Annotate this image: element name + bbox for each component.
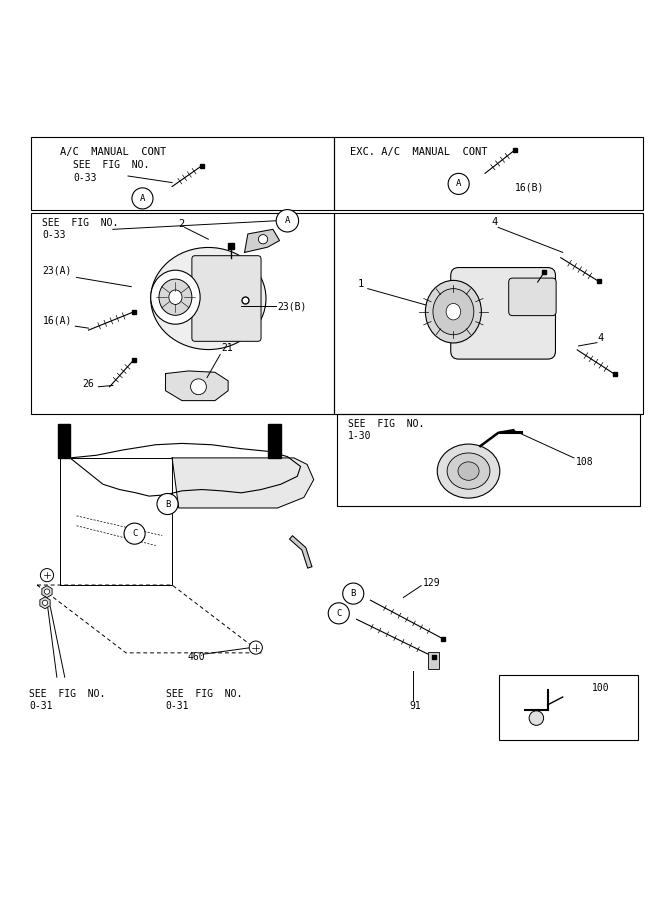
Text: EXC. A/C  MANUAL  CONT: EXC. A/C MANUAL CONT xyxy=(350,148,488,157)
Circle shape xyxy=(448,174,469,194)
Ellipse shape xyxy=(159,279,192,315)
FancyBboxPatch shape xyxy=(509,278,556,316)
Circle shape xyxy=(124,523,145,544)
Text: B: B xyxy=(165,500,170,508)
Text: 2: 2 xyxy=(179,219,185,230)
Circle shape xyxy=(328,603,350,624)
Text: A: A xyxy=(456,179,462,188)
Text: 129: 129 xyxy=(422,578,440,588)
Ellipse shape xyxy=(151,248,266,349)
Text: 91: 91 xyxy=(410,700,421,711)
Ellipse shape xyxy=(447,453,490,490)
Circle shape xyxy=(191,379,206,395)
Circle shape xyxy=(276,210,299,232)
Polygon shape xyxy=(165,371,228,400)
Text: 1: 1 xyxy=(358,279,364,289)
Bar xyxy=(428,652,439,669)
Text: 4: 4 xyxy=(597,333,603,343)
Bar xyxy=(334,137,643,210)
Text: 100: 100 xyxy=(592,683,610,693)
Text: 0-31: 0-31 xyxy=(165,700,189,711)
Text: 4: 4 xyxy=(492,217,498,227)
Text: A: A xyxy=(140,194,145,202)
Text: B: B xyxy=(351,590,356,598)
Circle shape xyxy=(43,600,47,606)
Polygon shape xyxy=(245,230,279,252)
FancyBboxPatch shape xyxy=(451,267,556,359)
Circle shape xyxy=(258,235,267,244)
Ellipse shape xyxy=(426,281,482,343)
Text: SEE  FIG  NO.: SEE FIG NO. xyxy=(73,160,149,170)
Bar xyxy=(31,137,334,210)
Text: C: C xyxy=(336,608,342,617)
Ellipse shape xyxy=(446,303,461,320)
Polygon shape xyxy=(267,424,281,458)
Ellipse shape xyxy=(433,289,474,335)
Text: A/C  MANUAL  CONT: A/C MANUAL CONT xyxy=(60,148,166,157)
Text: 23(B): 23(B) xyxy=(277,301,307,311)
Text: SEE  FIG  NO.: SEE FIG NO. xyxy=(29,688,105,698)
Ellipse shape xyxy=(151,270,200,324)
FancyBboxPatch shape xyxy=(192,256,261,341)
Text: 21: 21 xyxy=(221,343,233,353)
Text: 16(B): 16(B) xyxy=(515,183,544,193)
Ellipse shape xyxy=(438,444,500,498)
Circle shape xyxy=(44,589,49,594)
Text: A: A xyxy=(285,216,290,225)
Bar xyxy=(31,213,334,414)
Text: C: C xyxy=(132,529,137,538)
Text: 0-31: 0-31 xyxy=(29,700,53,711)
Text: 0-33: 0-33 xyxy=(73,173,97,183)
Bar xyxy=(500,675,638,740)
Text: 460: 460 xyxy=(187,652,205,662)
Ellipse shape xyxy=(169,290,182,304)
Ellipse shape xyxy=(458,462,479,481)
Polygon shape xyxy=(172,458,313,508)
Circle shape xyxy=(249,641,262,654)
Text: 1-30: 1-30 xyxy=(348,430,372,440)
Circle shape xyxy=(157,493,178,515)
Text: 0-33: 0-33 xyxy=(43,230,66,239)
Bar xyxy=(334,213,643,414)
Text: SEE  FIG  NO.: SEE FIG NO. xyxy=(348,418,424,428)
Polygon shape xyxy=(58,424,70,458)
Text: 16(A): 16(A) xyxy=(43,316,72,326)
Text: SEE  FIG  NO.: SEE FIG NO. xyxy=(43,218,119,228)
Circle shape xyxy=(529,711,544,725)
Text: 26: 26 xyxy=(82,380,93,390)
Text: 108: 108 xyxy=(576,457,594,467)
Text: 23(A): 23(A) xyxy=(43,266,72,275)
Circle shape xyxy=(343,583,364,604)
Circle shape xyxy=(132,188,153,209)
Text: SEE  FIG  NO.: SEE FIG NO. xyxy=(165,688,242,698)
Bar xyxy=(337,414,640,506)
Circle shape xyxy=(41,569,53,581)
